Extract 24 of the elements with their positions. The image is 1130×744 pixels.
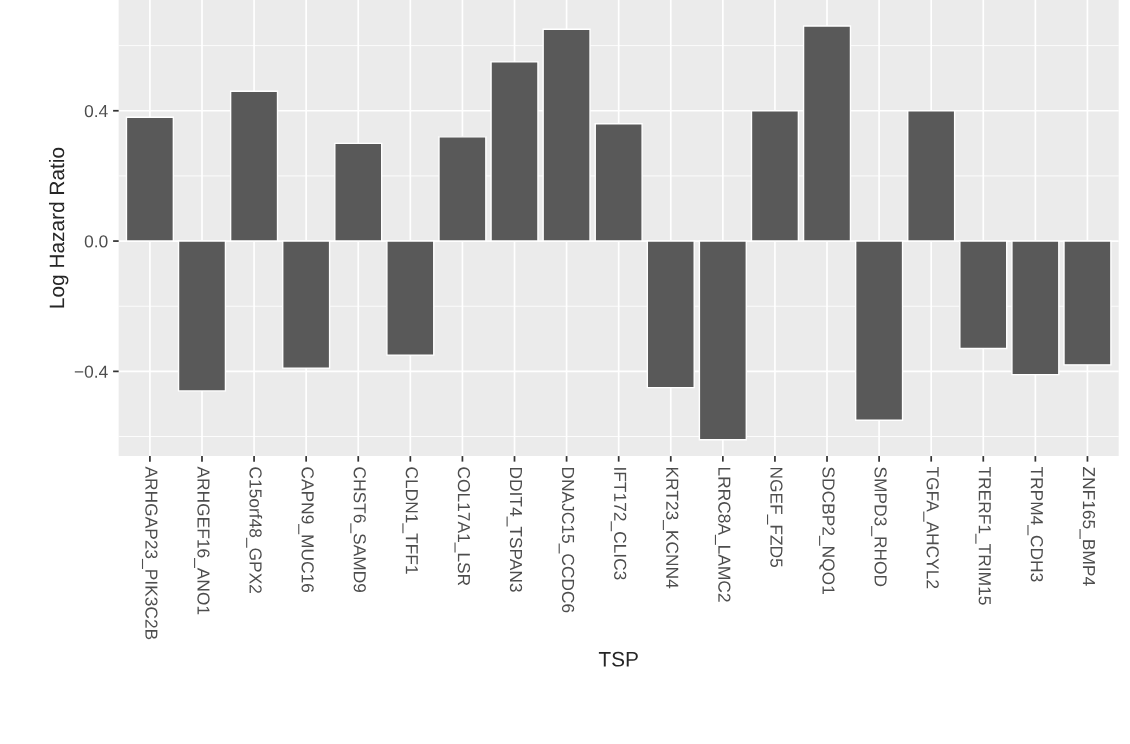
x-tick-label: ARHGAP23_PIK3C2B — [141, 466, 158, 640]
x-tick-label: TRPM4_CDH3 — [1027, 466, 1043, 582]
x-tick-label: TRERF1_TRIM15 — [975, 466, 991, 605]
y-tick-label: 0.0 — [84, 235, 108, 248]
y-tick-label: 0.4 — [84, 104, 108, 118]
x-tick-label: DNAJC15_CCDC6 — [558, 467, 575, 613]
x-axis-title: TSP — [598, 651, 638, 667]
y-axis-title: Log Hazard Ratio — [48, 147, 69, 308]
x-tick-label: LRRC8A_LAMC2 — [714, 467, 731, 602]
x-tick-label: ZNF165_BMP4 — [1079, 467, 1096, 586]
x-tick-label: CAPN9_MUC16 — [298, 467, 314, 593]
x-tick-label: TGFA_AHCYL2 — [923, 466, 939, 589]
x-tick-label: COL17A1_LSR — [454, 467, 471, 586]
x-tick-label: CHST6_SAMD9 — [350, 467, 366, 593]
x-tick-label: SMPD3_RHOD — [871, 467, 887, 587]
x-tick-label: KRT23_KCNN4 — [662, 467, 679, 589]
x-tick-label: IFT172_CLIC3 — [610, 468, 627, 580]
x-tick-label: C15orf48_GPX2 — [246, 467, 263, 594]
x-tick-label: NGEF_FZD5 — [766, 467, 783, 568]
y-tick-label: −0.4 — [74, 365, 108, 378]
x-tick-label: DDIT4_TSPAN3 — [506, 467, 523, 592]
x-tick-label: SDCBP2_NQO1 — [819, 467, 835, 594]
x-tick-label: CLDN1_TFF1 — [402, 467, 418, 574]
x-tick-label: ARHGEF16_ANO1 — [194, 466, 210, 615]
